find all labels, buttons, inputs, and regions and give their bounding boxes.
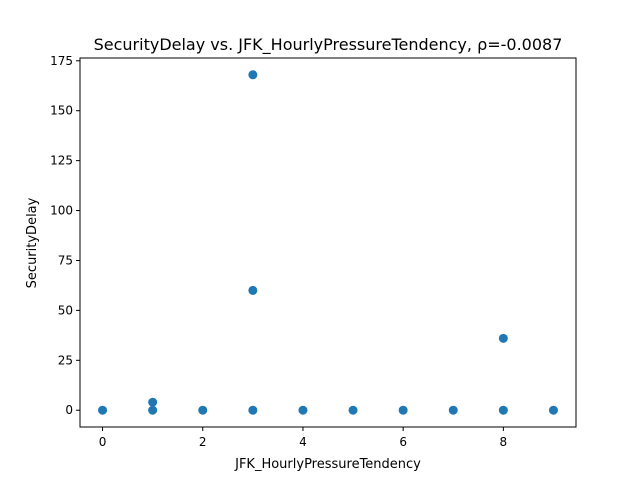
x-tick-label: 4 — [299, 435, 307, 449]
data-point — [98, 406, 107, 415]
x-tick-label: 0 — [99, 435, 107, 449]
data-point — [248, 406, 257, 415]
data-point — [549, 406, 558, 415]
data-point — [499, 334, 508, 343]
x-axis-label: JFK_HourlyPressureTendency — [234, 457, 421, 472]
data-point — [248, 286, 257, 295]
x-tick-label: 2 — [199, 435, 207, 449]
data-point — [449, 406, 458, 415]
data-point — [198, 406, 207, 415]
y-tick-label: 125 — [50, 154, 73, 168]
chart-title: SecurityDelay vs. JFK_HourlyPressureTend… — [94, 35, 563, 55]
x-tick-label: 8 — [500, 435, 508, 449]
x-tick-label: 6 — [399, 435, 407, 449]
y-tick-label: 75 — [58, 253, 73, 267]
data-point — [499, 406, 508, 415]
y-tick-label: 25 — [58, 353, 73, 367]
y-tick-label: 100 — [50, 204, 73, 218]
y-tick-label: 175 — [50, 54, 73, 68]
y-axis-label: SecurityDelay — [25, 197, 40, 288]
y-tick-label: 50 — [58, 303, 73, 317]
y-tick-label: 0 — [65, 403, 73, 417]
data-point — [349, 406, 358, 415]
y-tick-label: 150 — [50, 104, 73, 118]
data-point — [248, 70, 257, 79]
data-point — [298, 406, 307, 415]
data-point — [148, 398, 157, 407]
data-point — [148, 406, 157, 415]
data-point — [399, 406, 408, 415]
